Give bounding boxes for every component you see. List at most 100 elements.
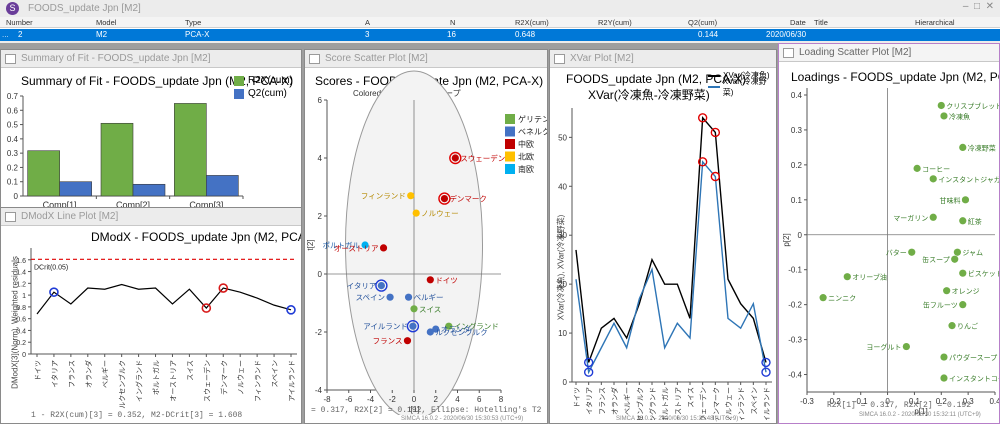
loading-point-label: インスタントコーヒー xyxy=(949,374,1000,383)
score-point-label: アイルランド xyxy=(363,322,408,331)
loadings-x-tick-label: 0.2 xyxy=(936,397,948,406)
scores-x-tick-label: 6 xyxy=(477,395,482,404)
loading-point-label: りんご xyxy=(957,322,978,331)
score-point xyxy=(451,154,459,162)
fit-bar-r2x xyxy=(27,150,60,197)
legend-line-veg xyxy=(708,85,720,88)
loading-scatter-window: Loading Scatter Plot [M2] Loadings - FOO… xyxy=(778,43,1000,424)
col-title[interactable]: Title xyxy=(814,18,828,27)
score-point xyxy=(377,282,385,290)
score-point xyxy=(386,293,394,301)
dmodx-y-tick-label: 0.2 xyxy=(16,340,26,347)
dmodx-y-tick-label: 0.6 xyxy=(16,317,26,324)
col-r2y[interactable]: R2Y(cum) xyxy=(598,18,632,27)
loadings-y-tick-label: 0.1 xyxy=(791,196,803,205)
col-date[interactable]: Date xyxy=(790,18,806,27)
loading-point xyxy=(819,294,827,302)
loading-point-label: ヨーグルト xyxy=(866,343,901,352)
score-point-label: イタリア xyxy=(347,282,377,291)
loading-point-label: ビスケット xyxy=(968,269,1000,278)
loading-point-label: 冷凍魚 xyxy=(949,112,970,121)
col-q2[interactable]: Q2(cum) xyxy=(688,18,718,27)
xvar-x-tick-label: アイルランド xyxy=(763,387,771,420)
xvar-x-tick-label: イングランド xyxy=(648,387,657,420)
row-expand[interactable]: ... xyxy=(2,30,9,39)
fit-y-tick-label: 0.4 xyxy=(7,135,19,144)
loading-scatter-titlebar[interactable]: Loading Scatter Plot [M2] xyxy=(779,44,999,62)
table-row[interactable]: ... 2 M2 PCA-X 3 16 0.648 0.144 2020/06/… xyxy=(0,29,1000,41)
xvar-titlebar[interactable]: XVar Plot [M2] xyxy=(550,50,776,68)
scores-x-tick-label: -8 xyxy=(323,395,331,404)
dmodx-window: DModX Line Plot [M2] DModX - FOODS_updat… xyxy=(0,207,302,424)
dmodx-chart: 0 0.2 0.4 0.6 0.8 1 1.2 1.4 1.6 DCrit(0.05) ドイツ イタリ… xyxy=(16,248,297,409)
dmodx-x-tick-label: ポルトガル xyxy=(152,360,161,395)
scores-x-tick-label: -2 xyxy=(389,395,397,404)
score-point xyxy=(404,293,413,301)
xvar-marker-red xyxy=(710,127,721,138)
scores-y-tick-label: 2 xyxy=(318,212,323,221)
col-n[interactable]: N xyxy=(450,18,456,27)
fit-x-tick-label: Comp[3] xyxy=(189,200,223,210)
dmodx-x-tick-label: スイス xyxy=(186,360,194,381)
scores-legend-label: 北欧 xyxy=(518,152,534,162)
score-point xyxy=(379,244,388,252)
dmodx-x-tick-label: オーストリア xyxy=(169,360,177,402)
xvar-credit: SIMCA 16.0.2 - 2020/06/30 15:35:48 (UTC+… xyxy=(616,416,739,422)
loadings-credit: SIMCA 16.0.2 - 2020/06/30 15:32:11 (UTC+… xyxy=(859,412,981,418)
col-a[interactable]: A xyxy=(365,18,371,27)
col-model[interactable]: Model xyxy=(96,18,117,27)
loading-point-label: ニンニク xyxy=(828,295,856,303)
loading-point xyxy=(940,374,948,382)
dmodx-x-tick-label: スウェーデン xyxy=(202,360,211,402)
scores-legend-swatch xyxy=(505,114,515,124)
loadings-x-tick-label: 0.4 xyxy=(989,397,1000,406)
col-type[interactable]: Type xyxy=(185,18,202,27)
loadings-y-tick-label: -0.2 xyxy=(788,301,802,310)
legend-r2x: R2X(cum) xyxy=(248,75,294,86)
dmodx-x-tick-label: デンマーク xyxy=(219,360,228,395)
xvar-window: XVar Plot [M2] FOODS_update Jpn (M2, PCA… xyxy=(549,49,777,424)
loading-point-label: パウダースープ xyxy=(949,353,997,362)
scores-legend-label: ゲリテン xyxy=(518,114,548,124)
score-scatter-window: Score Scatter Plot [M2] Scores - FOODS_u… xyxy=(304,49,548,424)
loading-point xyxy=(940,353,948,361)
col-number[interactable]: Number xyxy=(6,18,33,27)
loadings-x-tick-label: 0 xyxy=(885,397,890,406)
xvar-x-tick-label: ドイツ xyxy=(574,387,581,408)
plot-window-icon xyxy=(783,48,794,58)
legend-q2: Q2(cum) xyxy=(248,88,287,99)
xvar-marker-blue xyxy=(583,357,594,368)
loading-point-label: 缶スープ xyxy=(922,255,950,264)
window-controls[interactable]: – □ ✕ xyxy=(962,1,994,12)
dmodx-x-tick-label: オランダ xyxy=(84,360,93,388)
plot-window-icon xyxy=(554,54,565,64)
loading-point-label: 紅茶 xyxy=(968,217,982,226)
scores-legend-label: 中欧 xyxy=(518,139,534,149)
app-logo-icon: S xyxy=(6,2,19,15)
score-point xyxy=(426,328,434,336)
score-point-label: オランダ xyxy=(441,324,471,334)
score-point xyxy=(403,337,412,345)
score-point-label: オーストリア xyxy=(334,244,379,253)
col-r2x[interactable]: R2X(cum) xyxy=(515,18,549,27)
loadings-y-tick-label: -0.1 xyxy=(788,266,802,275)
score-point-highlight xyxy=(375,279,388,292)
row-model: M2 xyxy=(96,30,108,39)
loading-point-label: 冷凍野菜 xyxy=(968,143,996,152)
score-point-highlight xyxy=(438,192,451,205)
dmodx-y-tick-label: 0 xyxy=(22,352,26,359)
scores-y-tick-label: -2 xyxy=(315,328,323,337)
loading-point xyxy=(908,248,916,256)
loading-point xyxy=(843,273,851,281)
dmodx-x-tick-label: ルクセンブルク xyxy=(118,360,127,409)
score-scatter-titlebar[interactable]: Score Scatter Plot [M2] xyxy=(305,50,547,68)
dmodx-marker-blue xyxy=(286,305,296,315)
dmodx-titlebar[interactable]: DModX Line Plot [M2] xyxy=(1,208,301,226)
score-point xyxy=(361,241,369,249)
scores-y-tick-label: 4 xyxy=(318,154,323,163)
scores-y-tick-label: 6 xyxy=(318,96,323,105)
summary-fit-titlebar[interactable]: Summary of Fit - FOODS_update Jpn [M2] xyxy=(1,50,301,68)
loading-point xyxy=(953,248,961,256)
col-hierarchical[interactable]: Hierarchical xyxy=(915,18,955,27)
legend-swatch-r2x xyxy=(234,75,244,86)
